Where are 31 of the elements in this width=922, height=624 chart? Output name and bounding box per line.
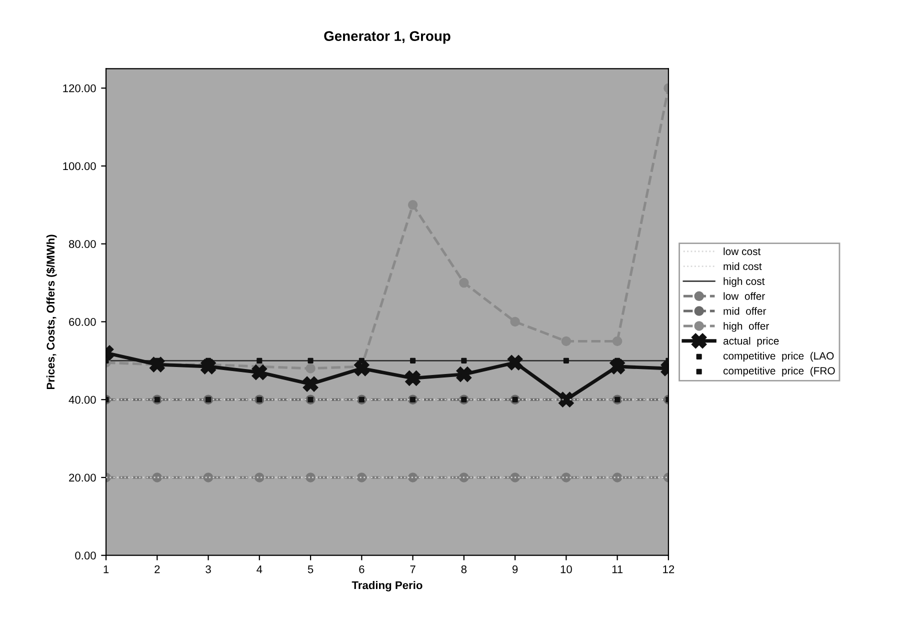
x-tick-label: 1 — [104, 565, 109, 574]
x-tick-label: 6 — [359, 565, 364, 574]
x-tick-label: 8 — [461, 565, 467, 574]
legend-label: competitive price (LAO — [723, 352, 834, 362]
y-tick-label: 80.00 — [68, 240, 96, 248]
legend-label: low cost — [724, 247, 761, 256]
x-tick-label: 3 — [206, 565, 211, 574]
legend-label: high cost — [724, 277, 765, 288]
x-tick-label: 4 — [256, 565, 262, 574]
y-tick-label: 100.00 — [63, 162, 96, 170]
x-tick-label: 11 — [612, 565, 623, 574]
y-tick-label: 20.00 — [69, 474, 96, 482]
legend-label: low offer — [724, 292, 765, 300]
x-axis-title: Trading Perio — [352, 580, 422, 592]
x-tick-label: 2 — [154, 565, 160, 574]
x-tick-label: 5 — [308, 565, 314, 574]
x-tick-label: 10 — [560, 565, 572, 574]
y-tick-label: 120.00 — [63, 84, 96, 92]
y-tick-label: 40.00 — [68, 396, 96, 404]
legend-label: actual price — [723, 336, 779, 347]
y-axis-title: Prices, Costs, Offers ($/MWh) — [46, 234, 57, 390]
chart-title: Generator 1, Group — [324, 31, 450, 44]
y-tick-label: 60.00 — [69, 318, 96, 326]
y-tick-label: 0.00 — [75, 552, 96, 560]
legend-label: mid cost — [724, 262, 762, 270]
legend-label: mid offer — [724, 307, 766, 315]
x-tick-label: 9 — [512, 565, 518, 574]
x-tick-label: 7 — [410, 565, 416, 574]
x-tick-label: 12 — [663, 565, 674, 574]
legend-label: competitive price (FRO — [723, 366, 835, 377]
legend-label: high offer — [724, 322, 770, 332]
